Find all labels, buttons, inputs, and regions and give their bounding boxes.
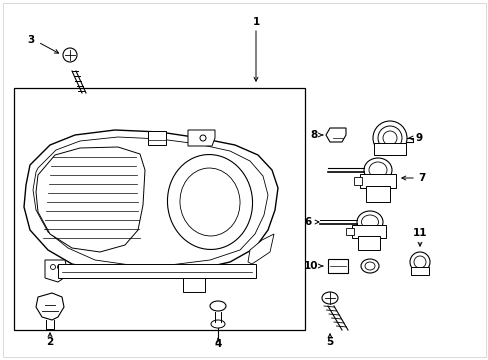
Text: 1: 1	[252, 17, 259, 27]
Bar	[346, 228, 353, 235]
Ellipse shape	[413, 256, 425, 268]
Text: 2: 2	[46, 337, 54, 347]
Text: 4: 4	[214, 339, 221, 349]
FancyBboxPatch shape	[148, 131, 165, 145]
Text: 5: 5	[325, 337, 333, 347]
Bar	[14, 88, 305, 330]
Text: 6: 6	[304, 217, 311, 227]
Ellipse shape	[409, 252, 429, 272]
Bar	[359, 174, 395, 188]
Polygon shape	[24, 130, 278, 274]
Bar	[357, 236, 379, 250]
Bar	[410, 267, 428, 275]
Polygon shape	[36, 147, 145, 252]
Bar	[353, 177, 361, 185]
Bar	[58, 264, 256, 278]
Ellipse shape	[382, 131, 396, 145]
Ellipse shape	[321, 292, 337, 304]
Ellipse shape	[364, 262, 374, 270]
Ellipse shape	[63, 48, 77, 62]
Polygon shape	[247, 234, 273, 264]
Text: 10: 10	[303, 261, 317, 271]
Polygon shape	[325, 128, 346, 142]
Ellipse shape	[209, 301, 225, 311]
Polygon shape	[36, 293, 64, 320]
Ellipse shape	[210, 320, 224, 328]
Text: 11: 11	[412, 228, 427, 238]
Polygon shape	[45, 260, 68, 282]
Ellipse shape	[377, 126, 401, 150]
Bar	[327, 259, 347, 273]
Text: 8: 8	[310, 130, 317, 140]
Text: 3: 3	[28, 35, 35, 45]
Bar	[373, 143, 405, 155]
Text: 9: 9	[414, 133, 421, 143]
Text: 7: 7	[417, 173, 425, 183]
Bar	[365, 186, 389, 202]
Polygon shape	[187, 130, 215, 146]
Ellipse shape	[372, 121, 406, 155]
Ellipse shape	[167, 154, 252, 249]
Ellipse shape	[360, 259, 378, 273]
Ellipse shape	[368, 162, 386, 178]
Ellipse shape	[356, 211, 382, 233]
Ellipse shape	[361, 215, 378, 229]
Bar	[351, 225, 385, 238]
Ellipse shape	[363, 158, 391, 182]
Bar	[183, 270, 204, 292]
